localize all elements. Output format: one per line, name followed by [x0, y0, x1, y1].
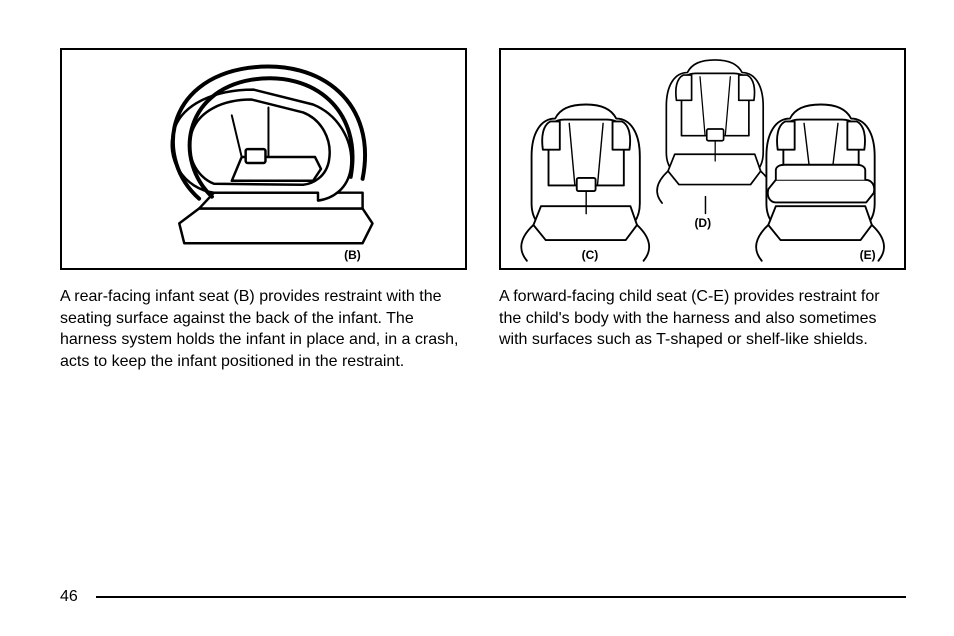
figure-label-c: (C) [582, 248, 599, 262]
figure-rear-facing-seat: (B) [60, 48, 467, 270]
manual-page: (B) A rear-facing infant seat (B) provid… [0, 0, 954, 636]
page-footer: 46 [60, 588, 906, 606]
figure-label-e: (E) [860, 248, 876, 262]
figure-forward-facing-seats: (C) (D) (E) [499, 48, 906, 270]
left-column: (B) A rear-facing infant seat (B) provid… [60, 48, 467, 388]
left-caption: A rear-facing infant seat (B) provides r… [60, 286, 467, 372]
forward-seats-drawing [501, 50, 904, 268]
figure-label-d: (D) [694, 216, 711, 230]
figure-label-b: (B) [344, 248, 361, 262]
right-caption: A forward-facing child seat (C-E) provid… [499, 286, 906, 351]
right-column: (C) (D) (E) A forward-facing child seat … [499, 48, 906, 388]
infant-seat-drawing [62, 50, 465, 268]
footer-rule [96, 596, 906, 598]
two-column-layout: (B) A rear-facing infant seat (B) provid… [60, 48, 906, 388]
page-number: 46 [60, 588, 78, 606]
